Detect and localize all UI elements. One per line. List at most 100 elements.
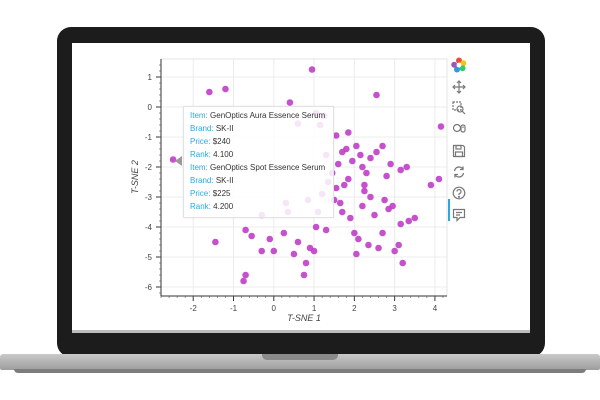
data-point[interactable] [379, 229, 386, 237]
data-point[interactable] [395, 241, 402, 249]
pan-icon[interactable] [450, 78, 468, 96]
data-point[interactable] [310, 247, 318, 255]
tooltip-value: GenOptics Aura Essence Serum [210, 111, 326, 120]
data-point[interactable] [397, 166, 404, 174]
data-point[interactable] [351, 229, 358, 237]
tooltip-value: $240 [212, 137, 231, 146]
data-point[interactable] [336, 199, 344, 207]
tooltip-row-price: Price: $240 [190, 135, 333, 148]
tooltip-key: Brand: [190, 124, 214, 133]
data-point[interactable] [389, 202, 396, 210]
data-point[interactable] [397, 220, 404, 228]
data-point[interactable] [353, 142, 360, 150]
data-point[interactable] [206, 88, 213, 96]
tooltip-value: SK-II [215, 176, 234, 185]
data-point[interactable] [361, 187, 368, 195]
data-point[interactable] [240, 277, 247, 285]
x-axis-ticks: -2 -1 0 1 2 3 4 [160, 296, 444, 313]
data-point[interactable] [242, 271, 249, 279]
data-point[interactable] [359, 202, 366, 210]
data-point[interactable] [371, 211, 378, 219]
bokeh-logo-icon[interactable] [450, 56, 468, 74]
tooltip-value: $225 [212, 189, 231, 198]
data-point[interactable] [437, 123, 445, 130]
data-point[interactable] [286, 99, 294, 106]
data-point[interactable] [365, 241, 372, 249]
data-point[interactable] [355, 235, 362, 243]
y-tick-label: -4 [145, 223, 153, 232]
data-point[interactable] [361, 181, 368, 189]
data-point[interactable] [403, 163, 411, 171]
hover-icon[interactable] [450, 206, 468, 224]
data-point[interactable] [290, 250, 298, 258]
data-point[interactable] [345, 129, 352, 136]
data-point[interactable] [353, 250, 360, 258]
data-point[interactable] [373, 91, 380, 99]
laptop-base-notch [262, 354, 338, 360]
data-point[interactable] [367, 154, 374, 162]
active-tool-indicator [448, 199, 450, 221]
tooltip-row-price: Price: $225 [190, 187, 333, 200]
laptop-base [0, 354, 600, 370]
tooltip-key: Price: [190, 189, 211, 198]
box-zoom-icon[interactable] [450, 99, 468, 117]
data-point[interactable] [349, 157, 356, 165]
reset-icon[interactable] [450, 163, 468, 181]
help-icon[interactable] [450, 184, 468, 202]
tooltip-key: Brand: [190, 176, 214, 185]
y-tick-label: -5 [145, 253, 153, 262]
y-tick-label: -6 [145, 283, 153, 292]
data-point[interactable] [312, 223, 320, 231]
data-point[interactable] [391, 247, 398, 255]
data-point[interactable] [300, 271, 308, 279]
data-point[interactable] [322, 226, 330, 234]
wheel-zoom-icon[interactable] [450, 120, 468, 138]
data-point[interactable] [379, 142, 386, 150]
data-point[interactable] [280, 229, 288, 237]
data-point[interactable] [399, 259, 406, 267]
data-point[interactable] [332, 184, 340, 192]
data-point[interactable] [347, 214, 354, 222]
save-icon[interactable] [450, 142, 468, 160]
data-point[interactable] [375, 244, 382, 252]
data-point[interactable] [338, 208, 346, 216]
data-point[interactable] [359, 163, 366, 171]
data-point[interactable] [338, 148, 346, 156]
data-point[interactable] [357, 151, 364, 159]
y-axis-title: T-SNE 2 [130, 160, 140, 194]
data-point[interactable] [367, 193, 374, 201]
data-point[interactable] [381, 196, 388, 204]
data-point[interactable] [242, 226, 249, 234]
data-point[interactable] [332, 132, 340, 139]
y-tick-label: -2 [145, 163, 153, 172]
data-point[interactable] [294, 238, 302, 246]
y-tick-label: -3 [145, 193, 153, 202]
x-tick-label: 2 [352, 304, 357, 313]
data-point[interactable] [302, 259, 310, 267]
data-point[interactable] [334, 160, 342, 168]
data-point[interactable] [427, 181, 435, 189]
data-point[interactable] [373, 148, 380, 156]
data-point[interactable] [405, 217, 413, 225]
data-point[interactable] [258, 247, 266, 255]
data-point[interactable] [308, 66, 316, 73]
tooltip-key: Item: [190, 111, 208, 120]
data-point[interactable] [169, 156, 177, 163]
data-point[interactable] [340, 181, 348, 189]
hover-tooltip: Item: GenOptics Aura Essence Serum Brand… [183, 106, 334, 218]
data-point[interactable] [248, 232, 255, 240]
data-point[interactable] [212, 238, 219, 246]
data-point[interactable] [435, 175, 443, 183]
tooltip-row-brand: Brand: SK-II [190, 174, 333, 187]
laptop-base-bottom [14, 369, 586, 373]
data-point[interactable] [383, 172, 390, 180]
data-point[interactable] [266, 235, 274, 243]
data-point[interactable] [387, 160, 394, 168]
data-point[interactable] [270, 247, 278, 255]
data-point[interactable] [411, 214, 419, 222]
data-point[interactable] [222, 85, 229, 93]
data-point[interactable] [345, 175, 352, 183]
tooltip-key: Price: [190, 137, 211, 146]
tooltip-arrow [175, 156, 182, 166]
data-point[interactable] [363, 169, 370, 177]
